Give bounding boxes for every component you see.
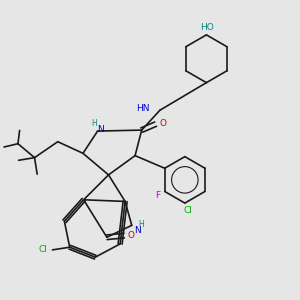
Text: N: N xyxy=(97,125,104,134)
Text: O: O xyxy=(159,119,167,128)
Text: HO: HO xyxy=(200,23,214,32)
Text: Cl: Cl xyxy=(39,245,48,254)
Text: F: F xyxy=(155,191,160,200)
Text: H: H xyxy=(138,220,144,229)
Text: HN: HN xyxy=(136,104,149,113)
Text: O: O xyxy=(128,231,135,240)
Text: Cl: Cl xyxy=(183,206,192,215)
Text: H: H xyxy=(92,119,97,128)
Text: N: N xyxy=(134,226,141,235)
